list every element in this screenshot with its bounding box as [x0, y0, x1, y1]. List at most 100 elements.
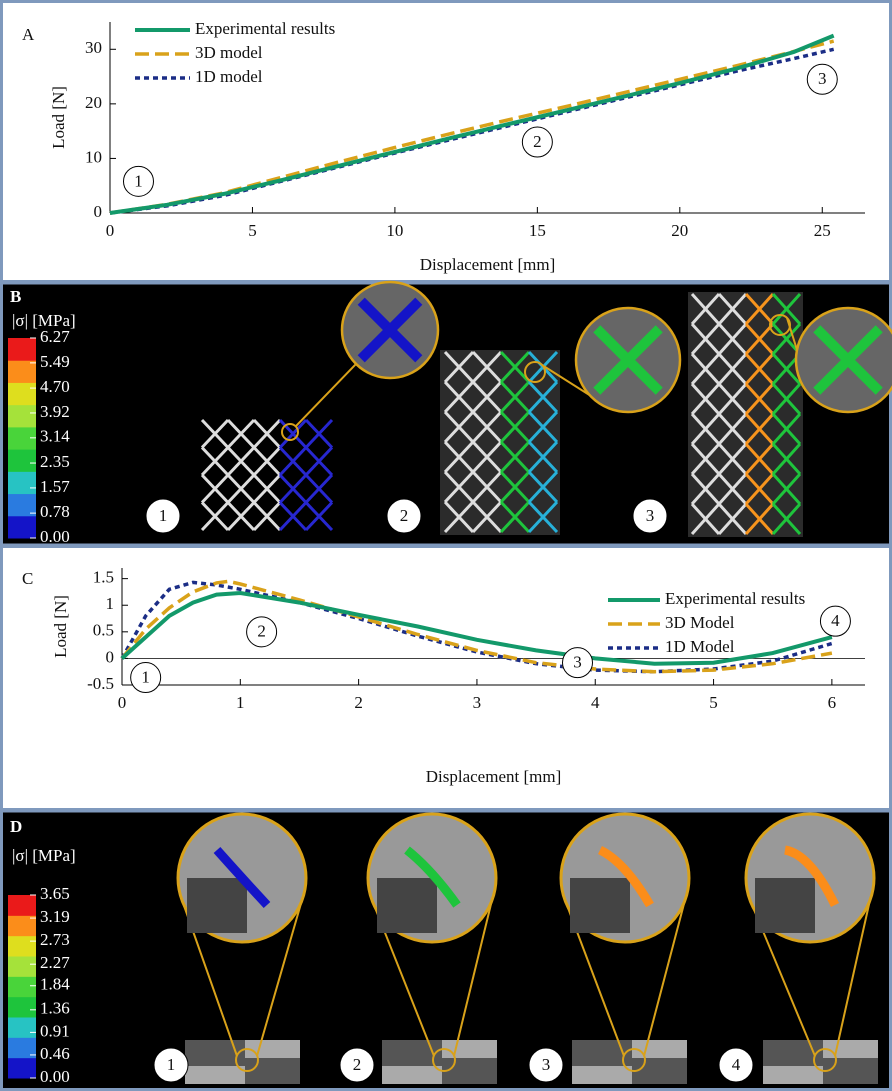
y-tick-label: 0: [94, 202, 103, 221]
colorbar-segment: [8, 895, 36, 916]
x-tick-label: 3: [473, 693, 482, 712]
zoom-connector: [256, 899, 303, 1057]
zoom-connector: [643, 899, 686, 1057]
strut: [471, 440, 503, 474]
x-tick-label: 2: [354, 693, 363, 712]
annotation: 1: [134, 171, 143, 190]
x-tick-label: 5: [248, 221, 257, 240]
strut: [443, 380, 475, 414]
strut: [771, 502, 802, 536]
y-tick-label: 1: [106, 594, 115, 613]
strut: [771, 472, 802, 506]
colorbar-segment: [8, 471, 36, 495]
x-tick-label: 10: [386, 221, 403, 240]
stage-label: 1: [159, 506, 168, 525]
strut: [252, 418, 282, 449]
strut: [744, 292, 775, 326]
y-tick-label: 30: [85, 38, 102, 57]
x-tick-label: 1: [236, 693, 245, 712]
strut: [771, 292, 802, 326]
strut: [252, 501, 282, 532]
zoom-part: [377, 878, 437, 933]
colorbar-segment: [8, 338, 36, 361]
annotation-circle: [130, 662, 162, 694]
colorbar-tick-label: 1.84: [40, 975, 70, 994]
y-tick-label: 20: [85, 93, 102, 112]
series-line: [109, 33, 835, 215]
strut: [278, 501, 308, 532]
strut: [471, 470, 503, 504]
legend-label: 1D model: [195, 67, 263, 86]
strut: [744, 322, 775, 356]
y-tick-label: 0.5: [93, 621, 114, 640]
colorbar-tick-label: 1.57: [40, 477, 70, 496]
colorbar-segment: [8, 976, 36, 998]
strut: [690, 502, 721, 536]
strut: [443, 350, 475, 384]
strut: [744, 382, 775, 416]
annotation-circle: [246, 616, 278, 648]
zoom-marker: [813, 1048, 837, 1072]
strut: [717, 352, 748, 386]
strut: [471, 500, 503, 534]
x-tick-label: 6: [828, 693, 837, 712]
colorbar-tick-label: 2.73: [40, 930, 70, 949]
zoom-connector: [294, 362, 358, 428]
x-tick-label: 15: [529, 221, 546, 240]
x-tick-label: 0: [106, 221, 115, 240]
stage-label: 1: [167, 1055, 176, 1074]
specimen-part: [632, 1040, 687, 1058]
colorbar-tick-label: 0.00: [40, 1067, 70, 1086]
colorbar-tick-label: 1.36: [40, 999, 70, 1018]
zoom-connector: [834, 899, 871, 1057]
strut: [717, 292, 748, 326]
zoom-strut: [783, 845, 840, 907]
y-axis-label: Load [N]: [51, 595, 70, 658]
strut: [499, 410, 531, 444]
strut: [717, 382, 748, 416]
panel-letter: C: [22, 569, 33, 588]
strut: [527, 500, 559, 534]
strut: [226, 473, 256, 504]
colorbar-segment: [8, 449, 36, 472]
colorbar-tick-label: 3.92: [40, 402, 70, 421]
y-axis-label: Load [N]: [49, 86, 68, 149]
colorbar-tick-label: 3.65: [40, 884, 70, 903]
y-tick-label: 1.5: [93, 568, 114, 587]
strut: [690, 322, 721, 356]
stage-label: 2: [353, 1055, 362, 1074]
stage-circle: [153, 1047, 189, 1083]
strut: [744, 472, 775, 506]
annotation-circle: [521, 126, 553, 158]
x-axis-label: Displacement [mm]: [426, 767, 562, 786]
zoom-strut: [357, 297, 423, 363]
zoom-marker: [281, 423, 299, 441]
colorbar-tick-label: 6.27: [40, 327, 70, 346]
x-tick-label: 25: [814, 221, 831, 240]
zoom-marker: [524, 361, 546, 383]
zoom-marker: [235, 1048, 259, 1072]
annotation: 2: [257, 622, 266, 641]
stage-circle: [339, 1047, 375, 1083]
strut: [690, 472, 721, 506]
colorbar-tick-label: 0.46: [40, 1044, 70, 1063]
zoom-marker: [432, 1048, 456, 1072]
x-tick-label: 0: [118, 693, 127, 712]
x-axis-label: Displacement [mm]: [420, 255, 556, 274]
x-tick-label: 4: [591, 693, 600, 712]
strut: [200, 446, 230, 477]
strut: [471, 380, 503, 414]
colorbar-title: |σ| [MPa]: [12, 846, 76, 865]
strut: [499, 380, 531, 414]
strut: [771, 442, 802, 476]
strut: [252, 473, 282, 504]
annotation-circle: [562, 647, 594, 679]
strut: [200, 418, 230, 449]
strut: [717, 472, 748, 506]
strut: [744, 502, 775, 536]
zoom-marker: [622, 1048, 646, 1072]
stage-circle: [632, 498, 668, 534]
colorbar-tick-label: 3.19: [40, 907, 70, 926]
panel-letter: B: [10, 287, 21, 306]
specimen-part: [763, 1066, 823, 1084]
